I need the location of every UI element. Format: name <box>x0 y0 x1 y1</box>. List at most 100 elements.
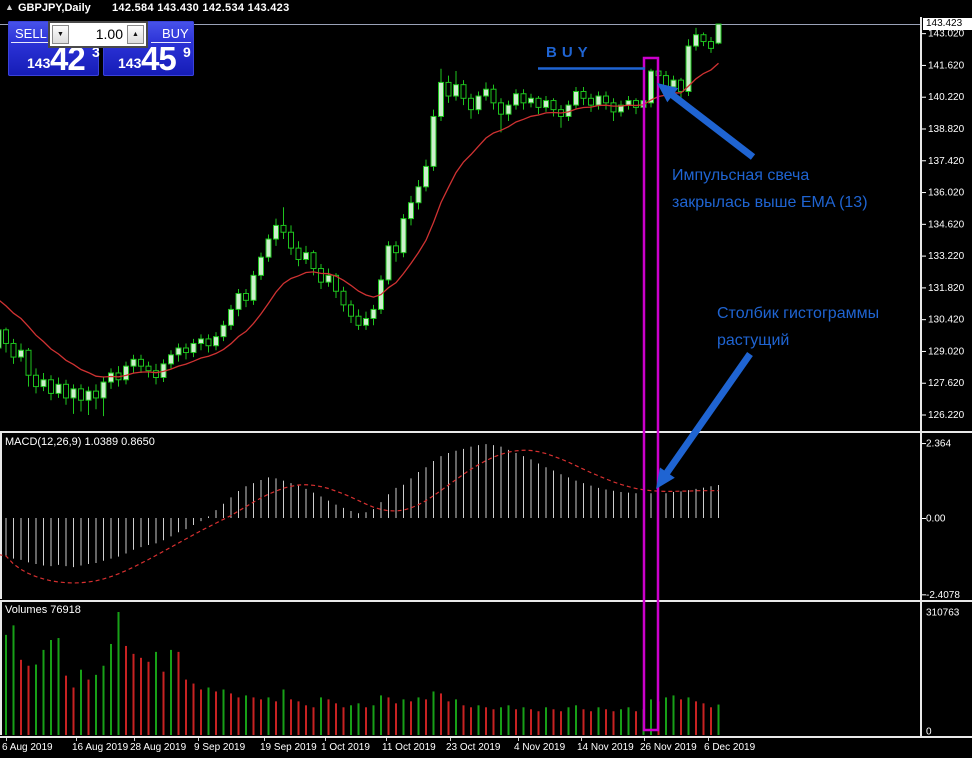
candle-body <box>400 218 407 254</box>
date-tick <box>518 738 519 741</box>
impulse-arrow-shaft <box>668 91 756 160</box>
candle-body <box>85 390 92 401</box>
candle-body <box>205 338 212 347</box>
date-axis-label: 6 Dec 2019 <box>704 742 756 753</box>
histogram-arrow-head <box>656 467 675 489</box>
volume-input[interactable]: ▼ 1.00 ▲ <box>48 21 148 48</box>
price-tick-label: 141.620 <box>928 60 965 71</box>
highlight-rectangle <box>642 56 660 732</box>
macd-tick-label: -2.4078 <box>926 590 960 601</box>
annotation-buy-label: BUY <box>546 44 593 61</box>
price-tick-label: 136.020 <box>928 188 965 199</box>
candle-body <box>280 224 287 233</box>
buy-underline <box>151 42 191 43</box>
candle-body <box>445 81 452 97</box>
price-scale[interactable] <box>922 17 972 736</box>
candle-body <box>213 336 219 347</box>
macd-tick-label: 0.00 <box>926 514 946 525</box>
price-tick-label: 138.820 <box>928 124 965 135</box>
candle-body <box>715 23 722 44</box>
candle-body <box>393 245 399 254</box>
annotation-histogram-line2: растущий <box>717 332 790 349</box>
candle-body <box>693 34 699 47</box>
macd-tick <box>922 518 926 519</box>
candle-body <box>33 374 39 388</box>
candle-body <box>55 383 62 394</box>
date-tick <box>6 738 7 741</box>
macd-indicator-label: MACD(12,26,9) 1.0389 0.8650 <box>5 436 155 448</box>
volume-value[interactable]: 1.00 <box>95 26 123 42</box>
price-tick <box>922 33 926 35</box>
buy-button[interactable]: BUY 143 45 9 <box>103 21 194 77</box>
candle-body <box>603 95 609 104</box>
candle-body <box>175 347 182 356</box>
candle-body <box>573 90 579 106</box>
current-price-line <box>0 24 920 25</box>
volume-tick-label: 310763 <box>926 608 960 619</box>
candle-body <box>145 365 152 372</box>
scale-separator <box>920 17 922 736</box>
candle-body <box>430 115 437 167</box>
price-tick <box>922 255 926 257</box>
price-tick-label: 131.820 <box>928 283 965 294</box>
sell-price-prefix: 143 <box>27 55 51 71</box>
price-tick-label: 134.620 <box>928 219 965 230</box>
price-tick <box>922 64 926 66</box>
date-tick <box>708 738 709 741</box>
candle-body <box>528 97 534 104</box>
price-tick-label: 130.420 <box>928 315 965 326</box>
candle-body <box>535 97 542 108</box>
annotation-histogram-line1: Столбик гистограммы <box>717 305 880 322</box>
macd-tick <box>922 443 926 445</box>
candle-body <box>25 349 32 376</box>
date-tick <box>386 738 387 741</box>
candle-body <box>123 365 129 381</box>
price-tick <box>922 350 926 352</box>
price-tick-label: 133.220 <box>928 251 965 262</box>
date-tick <box>198 738 199 741</box>
candle-body <box>243 293 249 301</box>
volume-decrease-button[interactable]: ▼ <box>52 25 69 44</box>
date-axis[interactable] <box>0 738 922 758</box>
candle-body <box>685 45 692 92</box>
price-tick-label: 129.020 <box>928 346 965 357</box>
candle-body <box>168 354 174 365</box>
candle-body <box>460 84 467 99</box>
candle-body <box>468 97 474 111</box>
price-tick <box>922 382 926 384</box>
candle-body <box>408 202 414 220</box>
candle-body <box>310 252 317 270</box>
candle-body <box>295 247 302 260</box>
date-axis-label: 19 Sep 2019 <box>260 742 317 753</box>
annotation-impulse-line2: закрылась выше EMA (13) <box>672 194 868 211</box>
price-tick <box>922 287 926 289</box>
candle-body <box>78 388 84 401</box>
date-axis-label: 4 Nov 2019 <box>514 742 566 753</box>
buy-button-label: BUY <box>162 26 189 41</box>
candle-body <box>700 34 707 43</box>
collapse-panel-icon[interactable]: ▲ <box>5 2 14 12</box>
candle-body <box>423 165 429 188</box>
ohlc-values: 142.584 143.430 142.534 143.423 <box>112 2 290 14</box>
volume-increase-button[interactable]: ▲ <box>127 25 144 44</box>
date-tick <box>644 738 645 741</box>
sell-button-label: SELL <box>15 26 47 41</box>
date-tick <box>450 738 451 741</box>
buy-price-prefix: 143 <box>118 55 142 71</box>
candle-body <box>130 358 137 367</box>
candle-body <box>483 88 489 97</box>
candle-body <box>505 104 512 115</box>
candle-body <box>648 70 654 104</box>
volumes-indicator-label: Volumes 76918 <box>5 604 81 616</box>
macd-signal-line <box>0 449 719 584</box>
candle-body <box>340 290 347 306</box>
impulse-arrow-head <box>657 83 679 103</box>
candle-body <box>10 342 17 358</box>
candle-body <box>235 293 242 310</box>
candle-body <box>288 231 294 249</box>
price-tick-label: 143.020 <box>928 29 965 40</box>
candle-body <box>588 97 594 106</box>
date-axis-label: 1 Oct 2019 <box>321 742 370 753</box>
macd-tick <box>922 594 926 596</box>
